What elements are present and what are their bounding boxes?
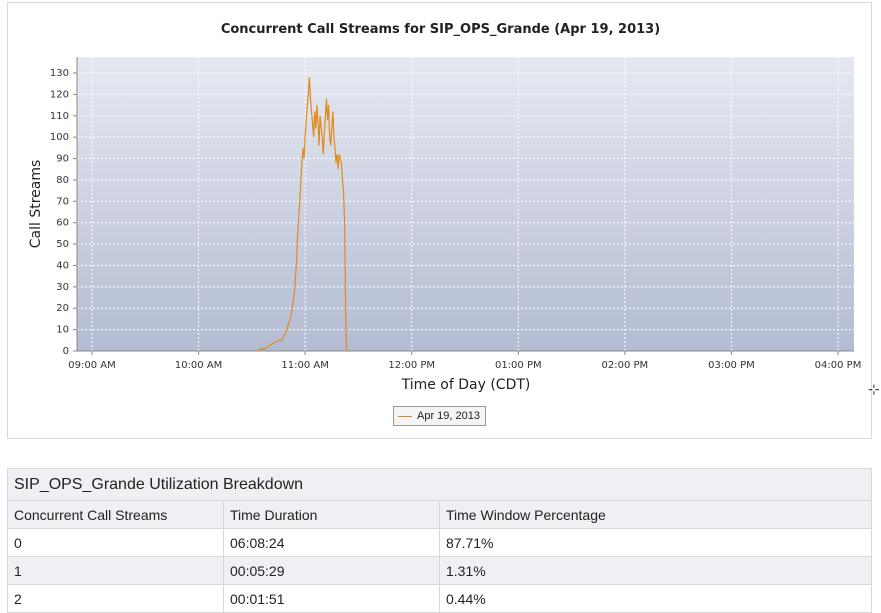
x-tick-label: 09:00 AM <box>68 360 115 371</box>
table-cell: 87.71% <box>439 528 871 557</box>
crosshair-cursor-icon: ⊹ <box>868 381 880 397</box>
plot-area <box>77 57 854 351</box>
y-tick-label: 30 <box>56 282 69 293</box>
x-tick-label: 04:00 PM <box>815 360 862 371</box>
y-tick-label: 70 <box>56 196 69 207</box>
x-tick-label: 01:00 PM <box>495 360 542 371</box>
table-cell: 1.31% <box>439 556 871 585</box>
column-header: Time Window Percentage <box>439 501 871 529</box>
x-tick-label: 02:00 PM <box>602 360 649 371</box>
y-tick-label: 40 <box>56 260 69 271</box>
table-row: 2 00:01:51 0.44% <box>8 584 871 613</box>
table-cell: 06:08:24 <box>223 528 440 557</box>
x-tick-label: 12:00 PM <box>388 360 435 371</box>
column-header: Time Duration <box>223 501 440 529</box>
y-tick-label: 60 <box>56 218 69 229</box>
y-tick-label: 10 <box>56 325 69 336</box>
y-tick-label: 120 <box>50 89 69 100</box>
line-chart: 0 10 20 30 40 50 60 70 80 90 100 110 120 130 09:00 AM… <box>28 57 862 393</box>
y-axis: 0 10 20 30 40 50 60 70 80 90 100 110 120 130 <box>50 57 78 357</box>
table-cell: 00:01:51 <box>223 584 440 613</box>
y-tick-label: 0 <box>63 346 69 357</box>
x-axis-label: Time of Day (CDT) <box>401 377 531 393</box>
legend-swatch <box>398 415 412 417</box>
y-tick-label: 130 <box>50 68 69 79</box>
table-cell: 1 <box>8 556 224 585</box>
table-header-row: Concurrent Call Streams Time Duration Ti… <box>8 501 871 529</box>
x-tick-label: 11:00 AM <box>281 360 328 371</box>
y-tick-label: 90 <box>56 154 69 165</box>
column-header: Concurrent Call Streams <box>8 501 224 529</box>
y-axis-label: Call Streams <box>28 160 44 249</box>
series-line <box>256 77 348 352</box>
y-tick-label: 100 <box>50 132 69 143</box>
x-axis: 09:00 AM 10:00 AM 11:00 AM 12:00 PM 01:00 PM… <box>68 350 862 371</box>
table-cell: 0.44% <box>439 584 871 613</box>
table-cell: 00:05:29 <box>223 556 440 585</box>
chart-title: Concurrent Call Streams for SIP_OPS_Gran… <box>220 22 661 37</box>
table-row: 0 06:08:24 87.71% <box>8 528 871 557</box>
y-tick-label: 110 <box>50 111 69 122</box>
x-tick-label: 03:00 PM <box>708 360 755 371</box>
utilization-table: SIP_OPS_Grande Utilization Breakdown Con… <box>7 468 872 613</box>
x-tick-label: 10:00 AM <box>175 360 222 371</box>
table-cell: 0 <box>8 528 224 557</box>
table-title: SIP_OPS_Grande Utilization Breakdown <box>8 469 871 501</box>
table-row: 1 00:05:29 1.31% <box>8 556 871 585</box>
grid-lines <box>77 57 854 352</box>
legend: Apr 19, 2013 <box>393 406 486 426</box>
y-tick-label: 20 <box>56 303 69 314</box>
y-tick-label: 50 <box>56 239 69 250</box>
series-layer <box>256 77 348 352</box>
legend-label: Apr 19, 2013 <box>417 410 480 422</box>
table-cell: 2 <box>8 584 224 613</box>
y-tick-label: 80 <box>56 175 69 186</box>
